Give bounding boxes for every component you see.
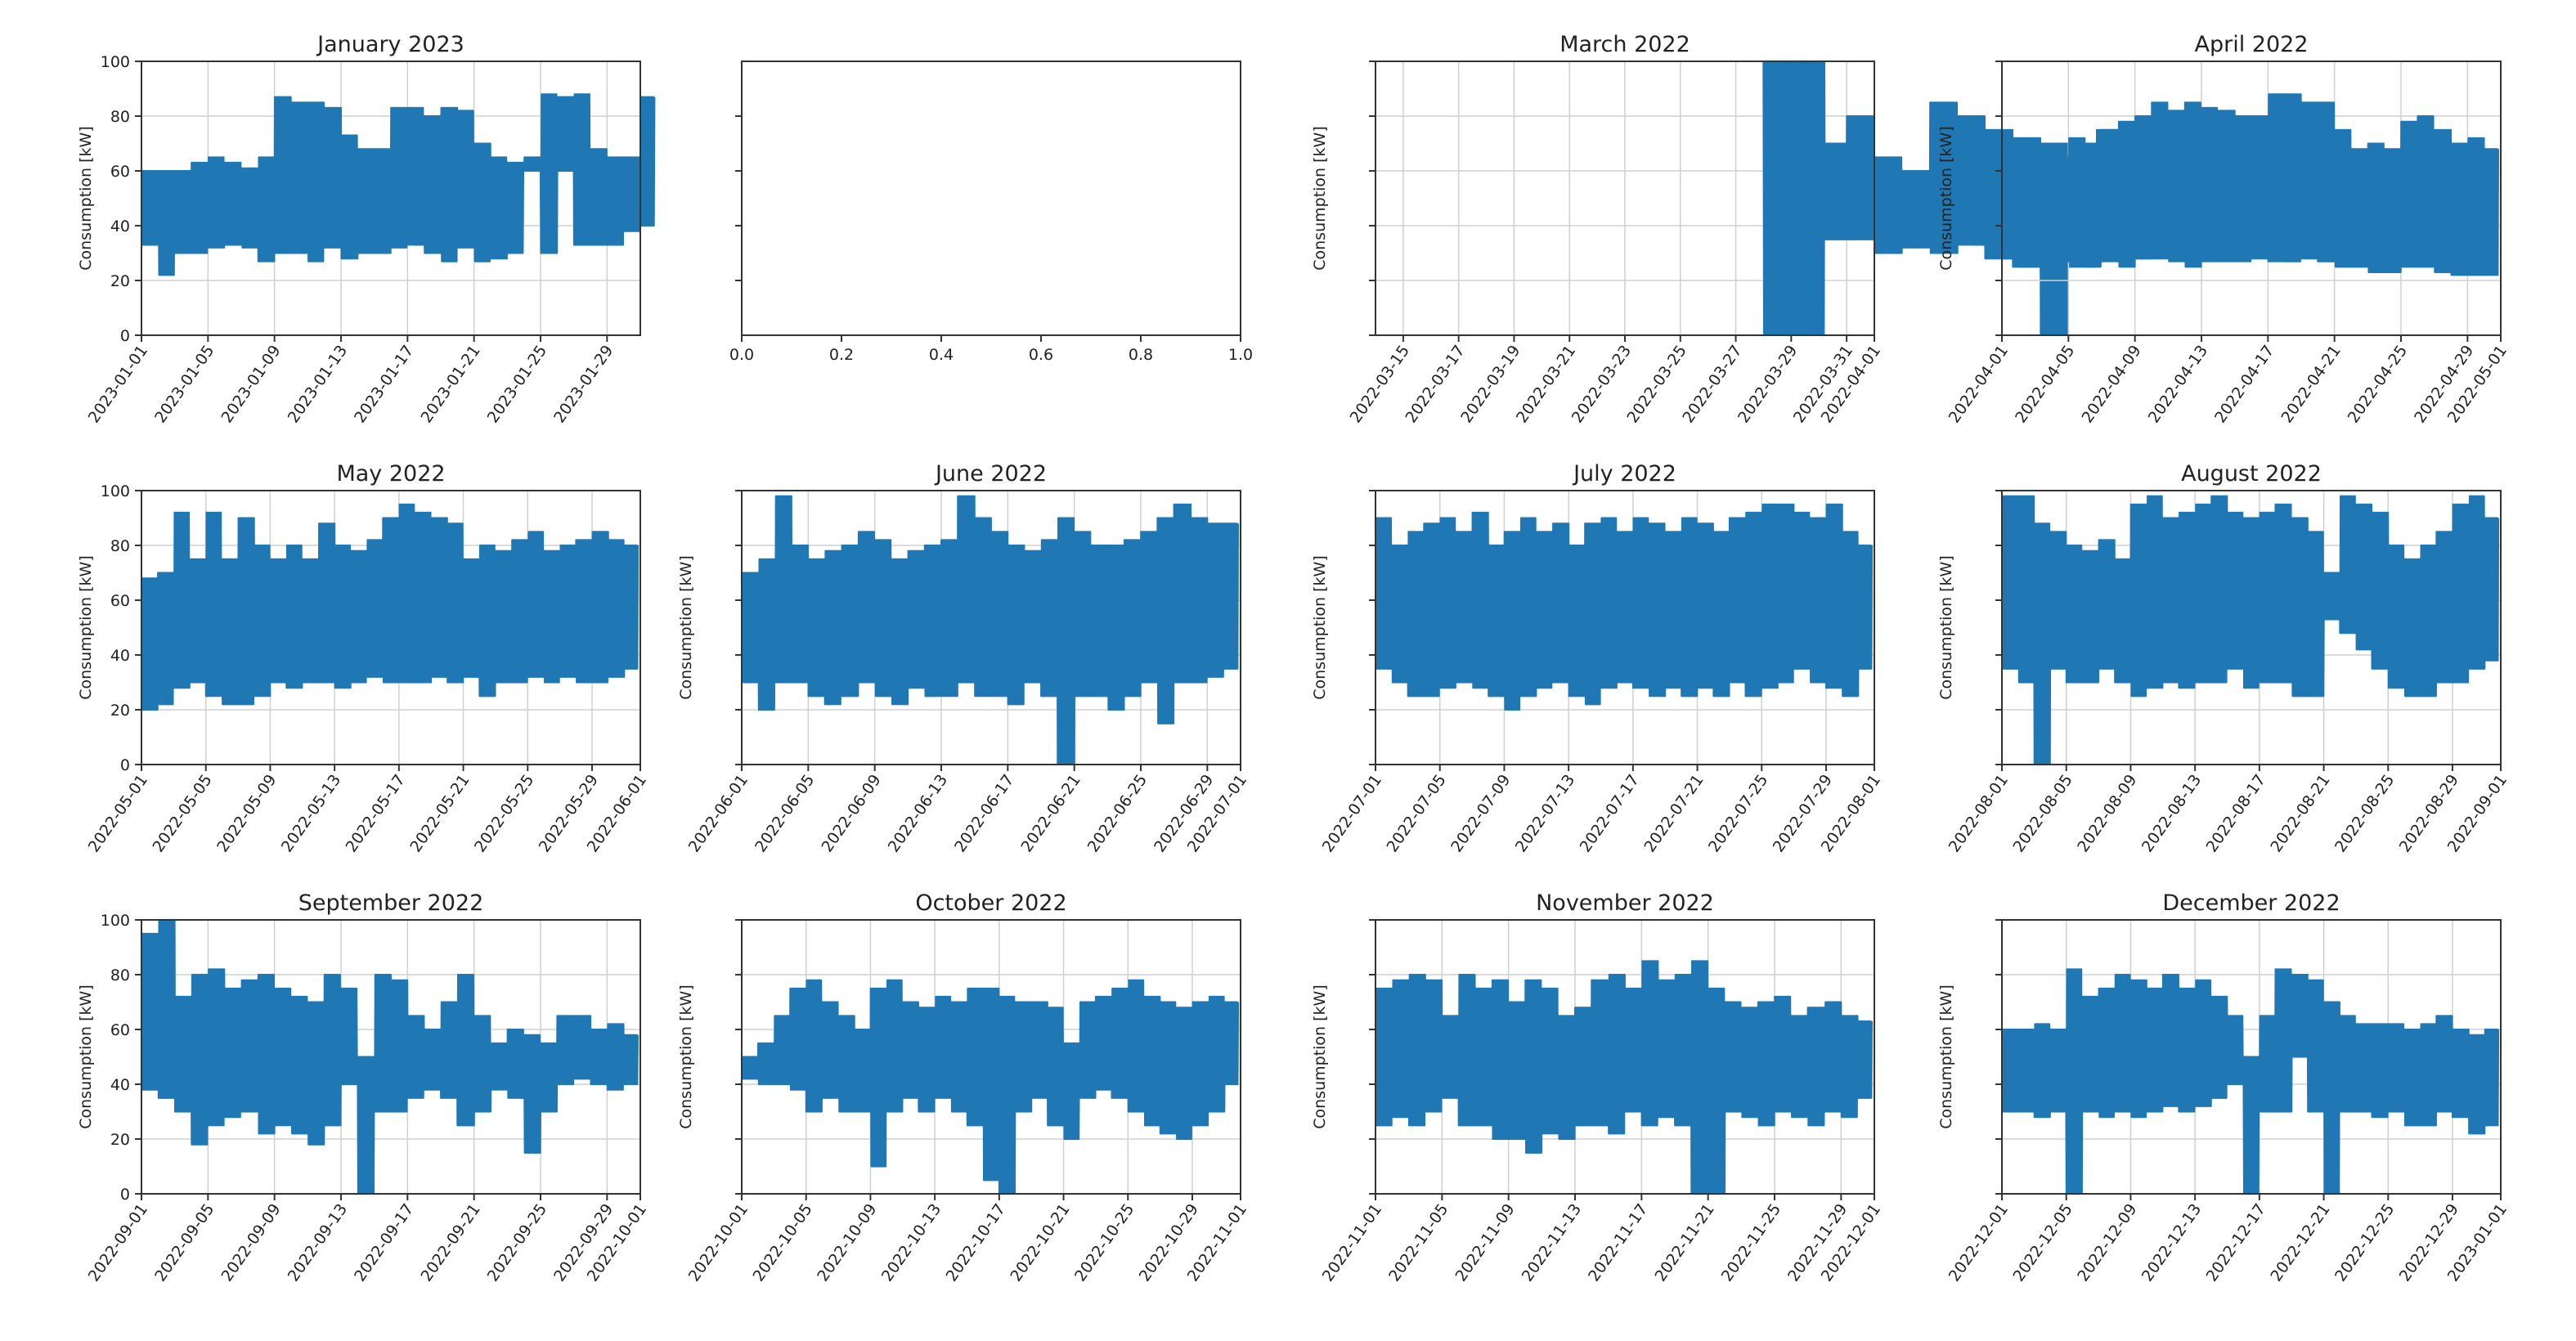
y-tick-label: 0 [120,327,130,345]
subplot-title: June 2022 [934,461,1047,487]
consumption-series-line [2000,93,2499,276]
y-tick-label: 40 [110,1076,130,1094]
y-axis-label: Consumption [kW] [1937,126,1955,271]
x-tick-label: 1.0 [1228,346,1253,364]
axes-frame [741,919,1241,1195]
y-tick-label: 100 [101,53,130,71]
x-tick-label: 0.6 [1029,346,1053,364]
subplot-title: November 2022 [1536,890,1714,916]
subplot-title: April 2022 [2194,32,2308,57]
y-tick-label: 80 [110,537,130,555]
axes-frame [1375,490,1875,765]
axes-frame [2001,61,2502,336]
y-axis-label: Consumption [kW] [1937,555,1955,700]
axes-frame [741,61,1241,336]
subplot-title: July 2022 [1572,461,1676,487]
y-axis-label: Consumption [kW] [1311,555,1329,700]
subplot-title: October 2022 [915,890,1066,916]
consumption-series-line [740,495,1239,766]
y-tick-label: 60 [110,1021,130,1039]
x-tick-label: 0.2 [829,346,854,364]
y-tick-label: 20 [110,272,130,290]
axes-frame [141,61,641,336]
y-axis-label: Consumption [kW] [77,555,95,700]
y-tick-label: 20 [110,1131,130,1149]
consumption-series-line [1374,960,1873,1195]
subplot-title: January 2023 [316,32,464,57]
subplot-2: 0.0 0.2 0.4 0.6 0.8 1.0 [729,61,1253,364]
y-tick-label: 60 [110,592,130,610]
axes-frame [141,490,641,765]
y-axis-label: Consumption [kW] [77,126,95,271]
consumption-series-line [140,918,639,1195]
consumption-series-line [2000,495,2500,766]
consumption-series-line [1374,503,1874,711]
y-tick-label: 40 [110,218,130,235]
subplot-title: May 2022 [336,461,445,487]
x-tick-label: 0.4 [929,346,954,364]
axes-frame [1375,919,1875,1195]
subplot-title: December 2022 [2162,890,2340,916]
y-tick-label: 20 [110,702,130,720]
y-axis-label: Consumption [kW] [1311,126,1329,271]
y-axis-label: Consumption [kW] [677,984,695,1129]
consumption-series-line [2000,968,2500,1195]
axes-frame [741,490,1241,765]
subplot-title: August 2022 [2181,461,2322,487]
y-tick-label: 40 [110,647,130,665]
y-axis-label: Consumption [kW] [77,984,95,1129]
y-axis-label: Consumption [kW] [1937,984,1955,1129]
x-tick-label: 0.8 [1129,346,1153,364]
y-axis-label: Consumption [kW] [1311,984,1329,1129]
x-tick-label: 0.0 [729,346,754,364]
axes-frame [2001,919,2502,1195]
axes-frame [2001,490,2502,765]
y-tick-label: 100 [101,482,130,500]
y-axis-label: Consumption [kW] [677,555,695,700]
y-tick-label: 0 [120,756,130,774]
y-tick-label: 60 [110,163,130,181]
consumption-series-line [740,979,1240,1195]
y-tick-label: 0 [120,1186,130,1204]
subplot-title: September 2022 [298,890,484,916]
consumption-series-line [140,503,640,711]
y-tick-label: 80 [110,967,130,984]
consumption-series-line [140,93,656,276]
y-tick-label: 80 [110,108,130,126]
axes-frame [141,919,641,1195]
subplot-title: March 2022 [1560,32,1690,57]
y-tick-label: 100 [101,912,130,930]
